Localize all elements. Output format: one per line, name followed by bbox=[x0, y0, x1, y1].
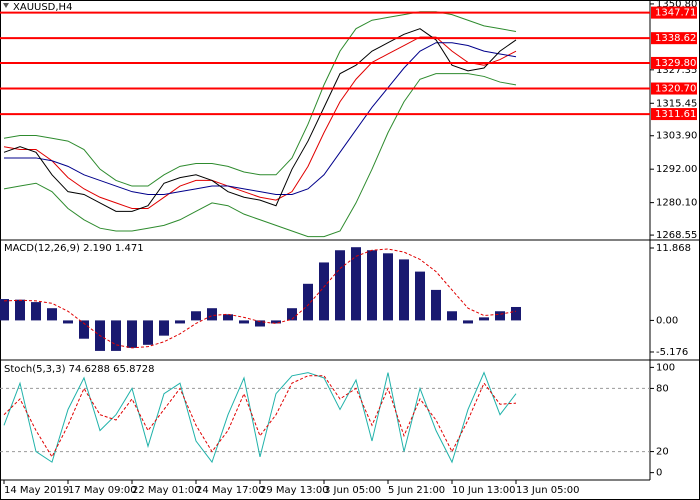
x-tick-label: 5 Jun 21:00 bbox=[388, 485, 445, 496]
level-label: 1311.61 bbox=[655, 109, 696, 120]
x-tick-label: 29 May 13:00 bbox=[260, 485, 329, 496]
y-tick-label: 1268.55 bbox=[656, 230, 697, 241]
macd-bar bbox=[367, 250, 377, 321]
macd-bar bbox=[351, 247, 361, 321]
level-label: 1320.70 bbox=[655, 84, 696, 95]
level-box bbox=[651, 82, 697, 95]
macd-bar bbox=[191, 311, 201, 321]
macd-bar bbox=[463, 320, 473, 324]
macd-bar bbox=[431, 289, 441, 321]
x-tick-label: 22 May 01:00 bbox=[132, 485, 201, 496]
macd-bar bbox=[31, 302, 41, 321]
stoch-title: Stoch(5,3,3) 74.6288 65.8728 bbox=[4, 364, 155, 375]
y-tick-label: 80 bbox=[656, 383, 669, 394]
level-box bbox=[651, 6, 697, 19]
macd-bar bbox=[319, 262, 329, 321]
y-tick-label: 0.00 bbox=[656, 315, 678, 326]
macd-bar bbox=[111, 320, 121, 351]
macd-bar bbox=[47, 308, 57, 321]
macd-bar bbox=[207, 308, 217, 321]
y-tick-label: 0 bbox=[656, 468, 662, 479]
macd-bar bbox=[447, 311, 457, 321]
y-tick-label: 11.868 bbox=[656, 243, 691, 254]
stoch-line bbox=[3, 375, 517, 458]
macd-bar bbox=[399, 259, 409, 321]
level-label: 1347.71 bbox=[655, 8, 696, 19]
macd-bar bbox=[255, 320, 265, 327]
y-tick-label: 1350.80 bbox=[656, 0, 697, 10]
x-tick-label: 13 Jun 05:00 bbox=[516, 485, 580, 496]
macd-bar bbox=[143, 320, 153, 345]
y-tick-label: 100 bbox=[656, 362, 675, 373]
macd-bar bbox=[223, 314, 233, 321]
y-tick-label: 1303.90 bbox=[656, 131, 697, 142]
macd-bar bbox=[479, 317, 489, 321]
macd-bar bbox=[415, 271, 425, 321]
level-box bbox=[651, 32, 697, 45]
indicator-line bbox=[4, 42, 517, 195]
x-tick-label: 17 May 09:00 bbox=[68, 485, 137, 496]
symbol-icon bbox=[3, 3, 9, 8]
macd-bar bbox=[239, 320, 249, 324]
x-tick-label: 24 May 17:00 bbox=[196, 485, 265, 496]
indicator-line bbox=[3, 73, 517, 238]
macd-bar bbox=[159, 320, 169, 336]
macd-bar bbox=[79, 320, 89, 339]
level-box bbox=[651, 108, 697, 121]
y-tick-label: -5.176 bbox=[656, 347, 688, 358]
indicator-line bbox=[3, 36, 517, 210]
level-label: 1329.80 bbox=[655, 58, 696, 69]
y-tick-label: 1280.10 bbox=[656, 198, 697, 209]
y-tick-label: 1315.45 bbox=[656, 98, 697, 109]
macd-bar bbox=[63, 320, 73, 324]
x-tick-label: 3 Jun 05:00 bbox=[324, 485, 381, 496]
x-tick-label: 14 May 2019 bbox=[4, 485, 69, 496]
macd-bar bbox=[335, 250, 345, 321]
macd-bar bbox=[383, 253, 393, 321]
macd-bar bbox=[15, 299, 25, 321]
level-box bbox=[651, 56, 697, 69]
level-label: 1338.62 bbox=[655, 33, 696, 44]
y-tick-label: 1292.00 bbox=[656, 164, 697, 175]
macd-bar bbox=[495, 311, 505, 321]
macd-bar bbox=[271, 320, 281, 324]
macd-title: MACD(12,26,9) 2.190 1.471 bbox=[4, 243, 144, 254]
stoch-line bbox=[3, 371, 517, 464]
price-line bbox=[3, 28, 517, 212]
x-tick-label: 10 Jun 13:00 bbox=[452, 485, 516, 496]
macd-bar bbox=[303, 283, 313, 321]
chart-title: XAUUSD,H4 bbox=[13, 2, 72, 13]
macd-bar bbox=[287, 308, 297, 321]
macd-bar bbox=[127, 320, 137, 348]
macd-bar bbox=[175, 320, 185, 324]
macd-bar bbox=[0, 299, 9, 321]
signal-line bbox=[3, 248, 517, 349]
y-tick-label: 1327.35 bbox=[656, 65, 697, 76]
y-tick-label: 20 bbox=[656, 447, 669, 458]
macd-bar bbox=[511, 306, 521, 321]
